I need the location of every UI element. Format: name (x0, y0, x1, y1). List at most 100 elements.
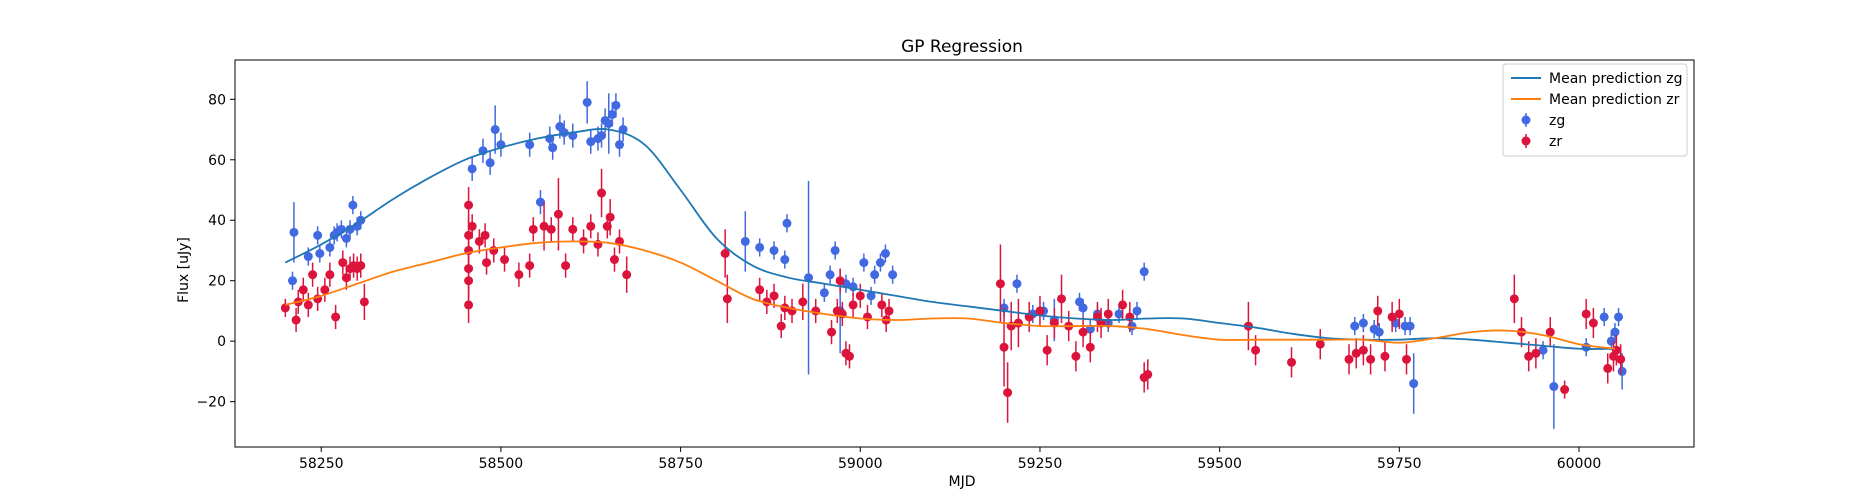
zg-data-point (535, 197, 545, 207)
y-tick-label: 0 (217, 334, 226, 350)
zg-data-point (819, 288, 829, 298)
zg-data-point (485, 158, 495, 168)
zr-points (280, 168, 1626, 423)
zr-data-point (769, 291, 779, 301)
y-axis-label: Flux [uJy] (176, 237, 192, 303)
legend-marker-zg (1521, 115, 1531, 125)
zg-data-point (1012, 279, 1022, 289)
zg-data-point (289, 227, 299, 237)
zg-data-point (1405, 321, 1415, 331)
x-tick-label: 60000 (1557, 456, 1602, 472)
zr-data-point (1373, 306, 1383, 316)
zr-data-point (1402, 354, 1412, 364)
zr-data-point (1387, 312, 1397, 322)
zr-data-point (568, 224, 578, 234)
zr-data-point (1103, 309, 1113, 319)
zg-data-point (586, 137, 596, 147)
zr-data-point (1344, 354, 1354, 364)
zg-data-point (830, 245, 840, 255)
zr-data-point (320, 285, 330, 295)
x-axis-label: MJD (949, 474, 976, 490)
plot-area (280, 81, 1627, 429)
zg-data-point (615, 140, 625, 150)
zg-data-point (303, 252, 313, 262)
zg-data-point (825, 270, 835, 280)
zr-data-point (827, 327, 837, 337)
zg-data-point (859, 258, 869, 268)
x-tick-label: 58750 (658, 456, 703, 472)
zg-data-point (1114, 309, 1124, 319)
zr-data-point (605, 212, 615, 222)
zr-data-point (586, 221, 596, 231)
zr-data-point (1611, 345, 1621, 355)
zr-data-point (720, 249, 730, 258)
plot-frame (234, 59, 1695, 448)
x-tick-label: 58500 (479, 456, 524, 472)
zr-data-point (500, 255, 510, 265)
zr-data-point (303, 300, 313, 310)
zg-data-point (780, 255, 790, 265)
zg-data-point (325, 242, 335, 252)
zg-data-point (769, 245, 779, 255)
zg-data-point (1374, 327, 1384, 337)
zr-data-point (298, 285, 308, 295)
zg-data-point (755, 242, 765, 252)
zr-data-point (597, 188, 607, 198)
zr-data-point (1616, 354, 1626, 364)
zr-data-point (331, 312, 341, 322)
zg-data-point (1078, 303, 1088, 313)
zr-data-point (1042, 345, 1052, 355)
x-tick-label: 59500 (1197, 456, 1242, 472)
zr-data-point (359, 297, 369, 307)
zr-data-point (1315, 339, 1325, 349)
zr-data-point (514, 270, 524, 280)
chart-title: GP Regression (901, 37, 1023, 57)
zr-data-point (1531, 348, 1541, 358)
zr-data-point (1358, 345, 1368, 355)
zg-data-point (548, 143, 558, 153)
zg-data-point (1350, 321, 1360, 331)
y-tick-label: 40 (208, 213, 226, 229)
zg-data-point (870, 270, 880, 280)
x-tick-label: 59000 (838, 456, 883, 472)
zr-data-point (325, 270, 335, 280)
zg-data-point (1409, 379, 1419, 389)
zr-data-point (341, 273, 351, 283)
legend-label-mean-prediction-zg: Mean prediction zg (1549, 71, 1683, 87)
zr-data-point (1003, 388, 1013, 398)
zr-mean-prediction-line (285, 240, 1616, 350)
zr-data-point (1078, 327, 1088, 337)
zr-data-point (561, 261, 571, 271)
zr-data-point (467, 221, 477, 231)
zr-data-point (1057, 294, 1067, 304)
zg-data-point (467, 164, 477, 174)
x-tick-label: 59750 (1377, 456, 1422, 472)
zg-data-point (1538, 345, 1548, 355)
y-tick-label: 80 (208, 92, 226, 108)
legend: Mean prediction zg Mean prediction zr zg zr (1502, 63, 1688, 157)
zg-data-point (1132, 306, 1142, 316)
zg-data-point (866, 291, 876, 301)
legend-box (1502, 63, 1688, 157)
zg-data-point (597, 131, 607, 141)
x-tick-label: 58250 (299, 456, 344, 472)
zr-data-point (1394, 309, 1404, 319)
zg-data-point (804, 273, 814, 283)
zg-data-point (888, 270, 898, 280)
zr-data-point (835, 276, 845, 286)
zr-data-point (480, 230, 490, 240)
zr-data-point (811, 306, 821, 316)
zr-data-point (1603, 363, 1613, 373)
zg-data-point (875, 258, 885, 268)
zr-data-point (546, 224, 556, 234)
zr-data-point (1351, 348, 1361, 358)
zg-data-point (1139, 267, 1149, 277)
zr-data-point (1035, 306, 1045, 316)
zr-data-point (855, 291, 865, 301)
zr-data-point (464, 300, 474, 310)
zg-data-point (1358, 318, 1368, 328)
zg-data-point (315, 249, 325, 258)
zr-data-point (1013, 318, 1023, 328)
zr-data-point (622, 270, 632, 280)
y-tick-label: 20 (208, 274, 226, 290)
